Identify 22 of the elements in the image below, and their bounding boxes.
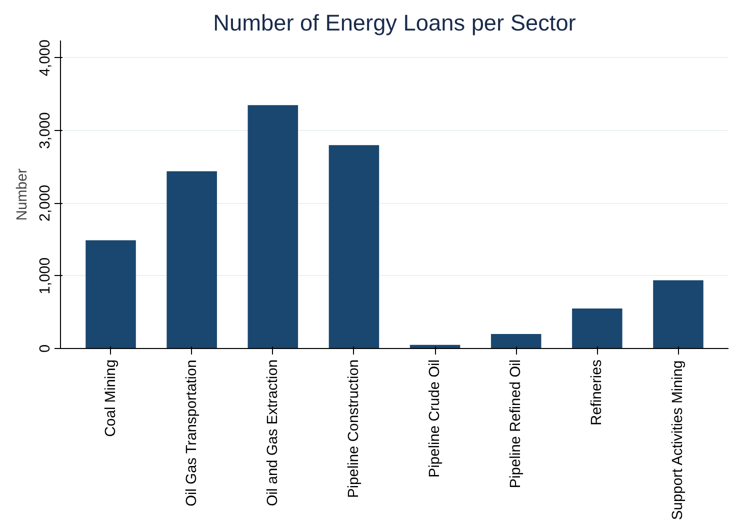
x-tick-label: Coal Mining [102,360,119,437]
x-tick-label: Oil Gas Transportation [184,360,200,506]
x-tick-label: Pipeline Refined Oil [508,359,524,488]
y-tick-label: 3,000 [38,112,54,149]
chart-title: Number of Energy Loans per Sector [213,10,576,36]
bar [166,171,217,348]
bar [572,308,622,348]
y-tick-label: 2,000 [38,184,54,222]
bar [248,105,298,348]
bar [328,145,380,348]
x-tick-label: Pipeline Crude Oil [427,360,444,478]
y-axis-title: Number [14,168,30,221]
y-tick-label: 1,000 [38,258,54,294]
x-tick-label: Pipeline Construction [346,359,362,498]
bar [490,334,542,348]
y-tick-label: 4,000 [38,40,54,76]
bar [86,240,136,348]
bar [653,280,704,348]
x-tick-label: Oil and Gas Extraction [264,359,281,506]
y-tick-label: 0 [38,344,54,353]
x-tick-label: Refineries [589,359,606,426]
x-tick-label: Support Activities Mining [670,360,686,520]
